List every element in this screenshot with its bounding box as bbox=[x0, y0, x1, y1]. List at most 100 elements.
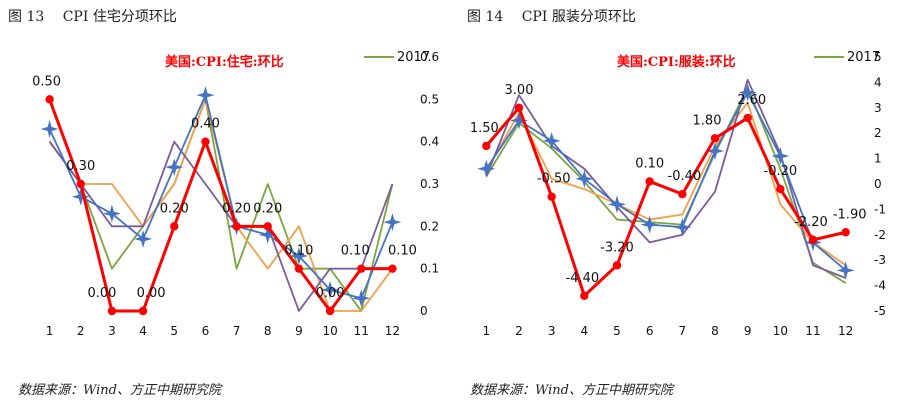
y-tick-label: 3 bbox=[874, 101, 882, 115]
x-tick-label: 12 bbox=[838, 324, 853, 338]
x-tick-label: 6 bbox=[646, 324, 654, 338]
data-label: -3.20 bbox=[600, 240, 634, 255]
data-label: 1.50 bbox=[470, 121, 499, 136]
y-tick-label: -3 bbox=[874, 253, 886, 267]
data-label: 0.10 bbox=[388, 244, 417, 259]
star-marker bbox=[352, 289, 371, 308]
star-marker bbox=[196, 86, 215, 105]
x-tick-label: 10 bbox=[773, 324, 788, 338]
star-marker bbox=[510, 111, 528, 130]
data-label: 0.40 bbox=[191, 117, 220, 132]
star-marker bbox=[71, 187, 90, 206]
star-marker bbox=[836, 261, 855, 280]
legend-label: 2017 bbox=[397, 50, 430, 65]
series-line bbox=[48, 140, 394, 312]
x-tick-label: 4 bbox=[581, 324, 589, 338]
star-marker bbox=[40, 119, 59, 138]
star-marker bbox=[771, 147, 790, 166]
x-tick-label: 5 bbox=[170, 324, 178, 338]
x-tick-label: 5 bbox=[613, 324, 621, 338]
data-point bbox=[232, 222, 241, 231]
y-tick-label: 0.3 bbox=[420, 177, 439, 191]
x-tick-label: 4 bbox=[139, 324, 147, 338]
y-tick-label: 0 bbox=[420, 304, 428, 318]
star-marker bbox=[258, 225, 277, 244]
data-point bbox=[808, 235, 818, 245]
data-point bbox=[170, 222, 179, 231]
y-tick-label: 0.6 bbox=[420, 50, 439, 64]
data-point bbox=[388, 264, 397, 273]
star-marker bbox=[673, 218, 692, 237]
data-point bbox=[678, 189, 687, 199]
housing-cpi-chart: 00.10.20.30.40.50.61 2 3 4 5 6 7 8 9 10 11 120.500.… bbox=[32, 50, 439, 338]
star-marker bbox=[289, 246, 308, 265]
data-label: 0.50 bbox=[32, 74, 61, 89]
data-label: -4.40 bbox=[566, 271, 600, 286]
data-label: -0.40 bbox=[668, 169, 702, 184]
data-point bbox=[76, 179, 85, 189]
y-tick-label: -2 bbox=[874, 228, 886, 242]
highlight-series-line bbox=[48, 98, 393, 313]
series-line bbox=[485, 101, 847, 267]
data-point bbox=[482, 141, 491, 151]
x-tick-label: 1 bbox=[46, 324, 54, 338]
x-tick-label: 2 bbox=[515, 324, 523, 338]
chart-title: 美国:CPI:服装:环比 bbox=[617, 54, 736, 70]
data-label: 0.10 bbox=[341, 244, 370, 259]
data-label: 0.00 bbox=[316, 286, 345, 301]
figure-14-source: 数据来源：Wind、方正中期研究院 bbox=[470, 383, 673, 398]
x-tick-label: 11 bbox=[354, 324, 369, 338]
data-point bbox=[645, 177, 654, 186]
data-point bbox=[294, 264, 304, 273]
star-marker bbox=[608, 195, 626, 214]
star-marker bbox=[102, 204, 121, 223]
star-marker bbox=[640, 215, 659, 234]
figure-13-title: 图 13 CPI 住宅分项环比 bbox=[8, 6, 177, 26]
data-label: 0.10 bbox=[284, 244, 313, 259]
data-point bbox=[45, 95, 54, 104]
data-point bbox=[201, 137, 210, 146]
x-tick-label: 1 bbox=[483, 324, 491, 338]
data-label: 0.20 bbox=[253, 201, 282, 216]
star-marker bbox=[575, 169, 594, 188]
data-label: 1.80 bbox=[693, 113, 722, 128]
data-label: 3.00 bbox=[505, 83, 534, 98]
data-label: 2.60 bbox=[737, 93, 766, 108]
y-tick-label: 0.1 bbox=[420, 262, 439, 276]
y-tick-label: 4 bbox=[874, 75, 882, 89]
data-point bbox=[710, 134, 720, 143]
x-tick-label: 9 bbox=[744, 324, 752, 338]
y-tick-label: 0.2 bbox=[420, 219, 439, 233]
star-marker bbox=[542, 131, 561, 150]
figure-14-title: 图 14 CPI 服装分项环比 bbox=[467, 6, 636, 26]
y-tick-label: 0.4 bbox=[420, 135, 439, 149]
x-tick-label: 8 bbox=[264, 324, 272, 338]
x-tick-label: 9 bbox=[295, 324, 303, 338]
data-point bbox=[514, 103, 524, 113]
data-label: 0.20 bbox=[222, 201, 251, 216]
x-tick-label: 11 bbox=[805, 324, 820, 338]
data-point bbox=[580, 291, 589, 300]
data-label: 0.30 bbox=[66, 159, 95, 174]
legend-label: 2017 bbox=[847, 50, 880, 65]
series-line bbox=[48, 94, 394, 300]
x-tick-label: 7 bbox=[679, 324, 687, 338]
y-tick-label: 0.5 bbox=[420, 92, 439, 106]
highlight-series-line bbox=[485, 106, 847, 298]
y-tick-label: 0 bbox=[874, 177, 882, 191]
data-point bbox=[776, 184, 785, 194]
data-label: -1.90 bbox=[833, 207, 867, 222]
star-marker bbox=[165, 158, 184, 177]
x-tick-label: 6 bbox=[202, 324, 210, 338]
x-tick-label: 8 bbox=[711, 324, 719, 338]
star-marker bbox=[706, 141, 724, 160]
data-point bbox=[612, 261, 622, 270]
y-tick-label: -4 bbox=[874, 279, 886, 293]
series-line bbox=[485, 91, 847, 272]
data-point bbox=[325, 306, 335, 316]
series-line bbox=[485, 86, 847, 284]
data-label: 0.20 bbox=[160, 201, 189, 216]
data-label: 0.00 bbox=[137, 286, 166, 301]
y-tick-label: 1 bbox=[874, 152, 882, 166]
